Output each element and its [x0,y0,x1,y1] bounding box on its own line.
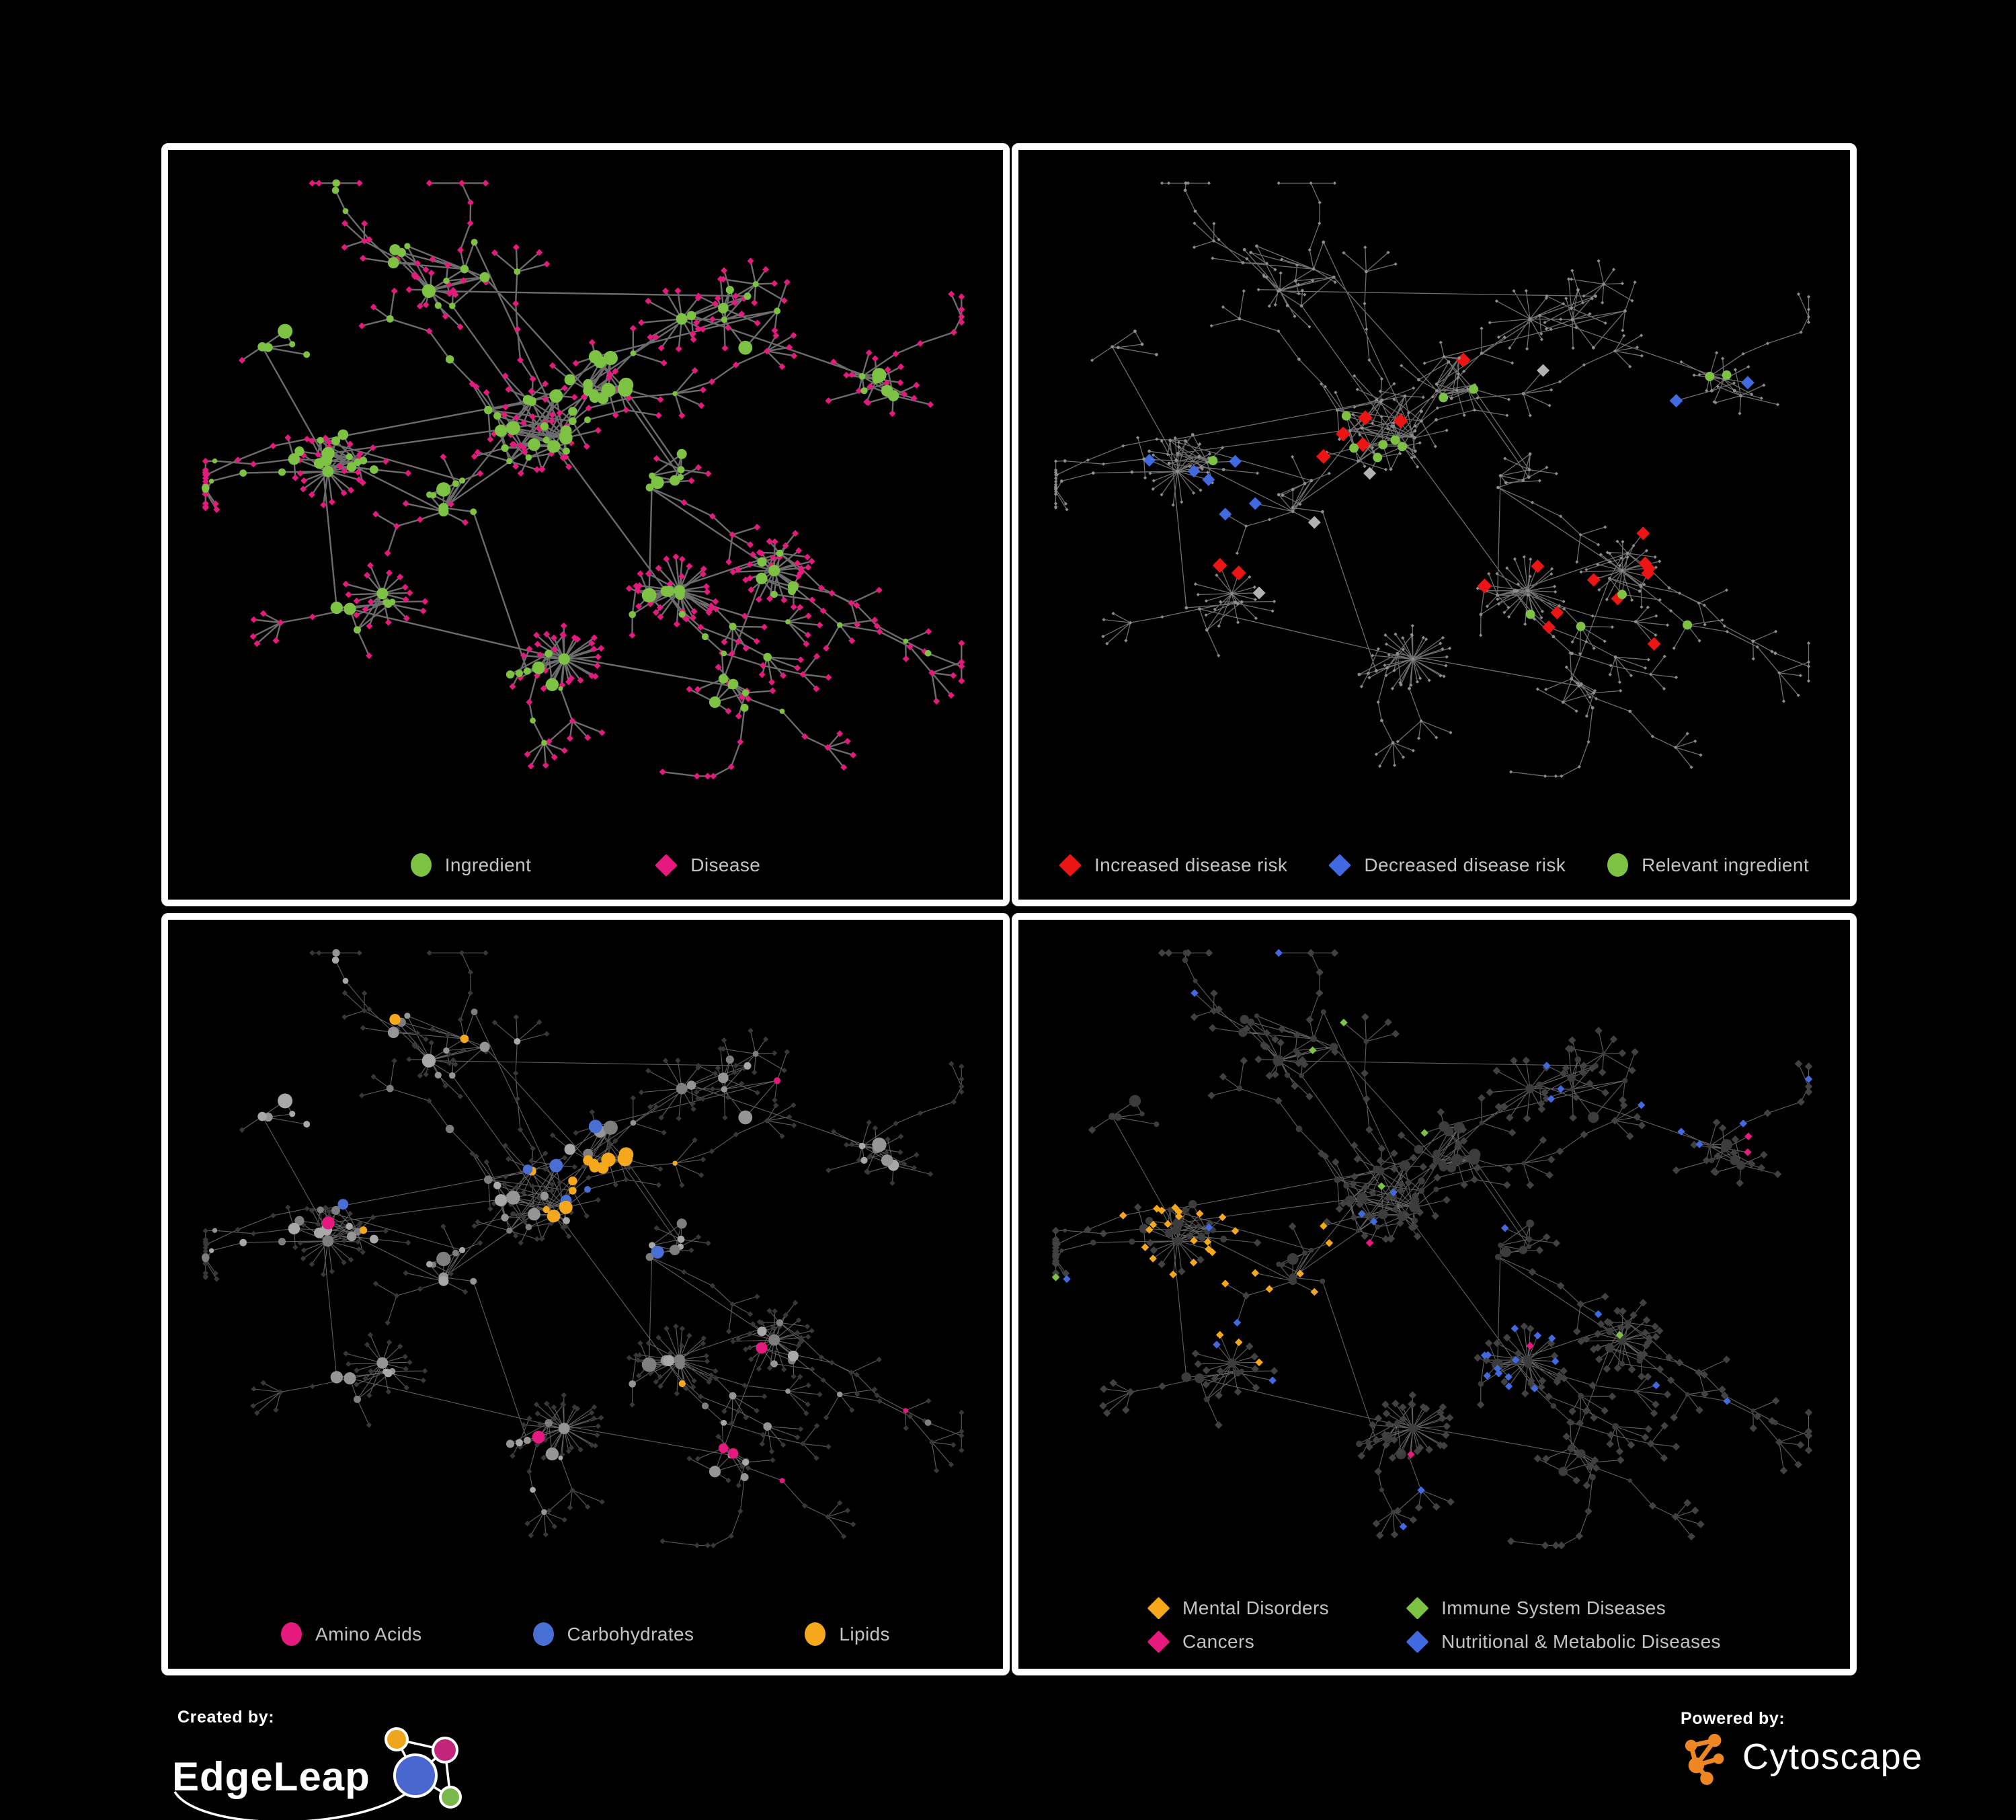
relevant-ingredient-circle-icon [1607,853,1629,877]
legend-item: Disease [655,853,761,877]
legend-label: Decreased disease risk [1364,854,1566,875]
edgeleap-orange-node [385,1727,409,1751]
lipids-circle-icon [805,1622,826,1646]
edgeleap-green-node [439,1786,462,1809]
legend-item: Decreased disease risk [1328,853,1566,877]
legend-label: Amino Acids [315,1623,422,1645]
legend-label: Relevant ingredient [1642,854,1810,875]
cytoscape-graph-nodes [1685,1733,1724,1785]
legend-item: Lipids [805,1622,890,1646]
legend-item: Immune System Diseases [1406,1597,1666,1620]
panel-disease-classes: Mental Disorders Immune System Diseases … [1012,913,1857,1675]
legend-label: Mental Disorders [1182,1597,1330,1618]
carbohydrates-circle-icon [532,1622,554,1646]
cytoscape-branding: Powered by: Cytoscape [1681,1709,1990,1803]
legend-nutrient-classes: Amino Acids Carbohydrates Lipids [168,1622,1003,1646]
legend-label: Cancers [1182,1631,1255,1652]
edgeleap-blue-node [393,1753,438,1798]
immune-system-diseases-diamond-icon [1406,1597,1429,1620]
cytoscape-wordmark: Cytoscape [1742,1737,1923,1777]
disease-diamond-icon [655,853,678,877]
ingredient-circle-icon [410,853,432,877]
network-graph-nutrient-classes [202,949,965,1548]
legend-item: Ingredient [410,853,532,877]
legend-disease-classes: Mental Disorders Immune System Diseases … [1147,1597,1721,1653]
legend-item: Amino Acids [281,1622,421,1646]
legend-item: Mental Disorders [1147,1597,1330,1620]
legend-label: Carbohydrates [567,1623,694,1645]
network-graph-ingredient-disease [202,179,965,780]
powered-by-label: Powered by: [1681,1709,1785,1728]
nutritional-metabolic-diseases-diamond-icon [1406,1630,1429,1653]
network-graph-disease-classes [1051,949,1813,1550]
increased-risk-diamond-icon [1058,853,1082,877]
legend-label: Increased disease risk [1094,854,1288,875]
panel-disease-risk: Increased disease risk Decreased disease… [1012,143,1857,906]
legend-label: Disease [690,854,761,875]
cancers-diamond-icon [1147,1630,1170,1653]
edgeleap-branding: Created by: EdgeLeap [168,1708,531,1820]
legend-label: Nutritional & Metabolic Diseases [1441,1631,1721,1652]
network-graph-disease-risk [1053,181,1811,778]
legend-item: Relevant ingredient [1607,853,1809,877]
cytoscape-lockup: Cytoscape [1681,1729,1990,1785]
amino-acids-circle-icon [281,1622,303,1646]
mental-disorders-diamond-icon [1147,1597,1170,1620]
legend-ingredient-disease: Ingredient Disease [168,853,1003,877]
legend-item: Increased disease risk [1058,853,1288,877]
cytoscape-logo [1685,1733,1724,1785]
legend-disease-risk: Increased disease risk Decreased disease… [1018,853,1850,877]
legend-item: Nutritional & Metabolic Diseases [1406,1630,1721,1653]
edgeleap-wordmark: EdgeLeap [172,1754,370,1799]
panel-ingredient-disease: Ingredient Disease [161,143,1010,906]
edgeleap-lockup: EdgeLeap [168,1727,531,1820]
edgeleap-magenta-node [432,1737,458,1764]
legend-label: Immune System Diseases [1441,1597,1666,1618]
legend-item: Cancers [1147,1630,1255,1653]
edgeleap-swoosh [173,1791,405,1820]
legend-item: Carbohydrates [532,1622,694,1646]
legend-label: Lipids [839,1623,890,1645]
decreased-risk-diamond-icon [1328,853,1352,877]
created-by-label: Created by: [177,1708,275,1727]
edgeleap-logo: EdgeLeap [172,1727,462,1820]
legend-label: Ingredient [444,854,532,875]
panel-nutrient-classes: Amino Acids Carbohydrates Lipids [161,913,1010,1675]
